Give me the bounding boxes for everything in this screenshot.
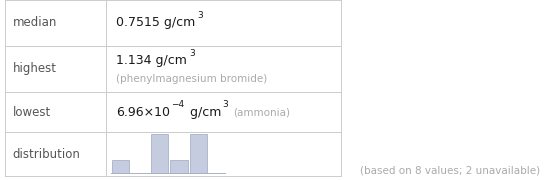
Text: (phenylmagnesium bromide): (phenylmagnesium bromide) (116, 74, 268, 84)
Bar (151, 134, 168, 173)
Text: 0.7515 g/cm: 0.7515 g/cm (116, 16, 195, 30)
Text: 1.134 g/cm: 1.134 g/cm (116, 54, 187, 67)
Text: highest: highest (13, 62, 57, 75)
Text: 3: 3 (197, 11, 203, 20)
Text: lowest: lowest (13, 105, 51, 119)
Text: 3: 3 (222, 100, 228, 109)
Text: distribution: distribution (13, 148, 80, 161)
Text: g/cm: g/cm (186, 105, 221, 119)
Text: (based on 8 values; 2 unavailable): (based on 8 values; 2 unavailable) (360, 165, 541, 176)
Text: 3: 3 (189, 49, 194, 58)
Bar (112, 160, 129, 173)
Bar (190, 134, 207, 173)
Bar (170, 160, 188, 173)
Text: 6.96×10: 6.96×10 (116, 105, 170, 119)
Text: median: median (13, 16, 57, 30)
Text: −4: −4 (171, 100, 185, 109)
Text: (ammonia): (ammonia) (233, 107, 290, 117)
